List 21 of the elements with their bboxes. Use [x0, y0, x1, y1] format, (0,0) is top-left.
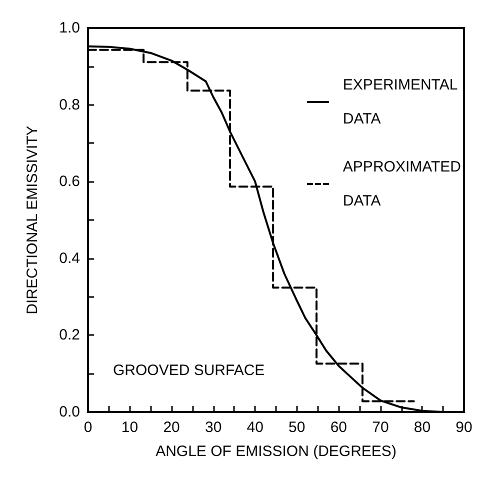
y-tick-label: 1.0	[59, 20, 80, 36]
x-tick-label: 20	[163, 419, 180, 436]
x-tick-label: 60	[330, 419, 348, 436]
x-tick-label: 80	[414, 419, 431, 436]
x-tick-label: 30	[204, 419, 222, 436]
y-tick-label: 0.8	[59, 96, 80, 114]
legend-label: APPROXIMATED DATA	[342, 158, 462, 210]
y-axis-title: DIRECTIONAL EMISSIVITY	[24, 126, 41, 314]
x-tick-label: 90	[456, 419, 472, 436]
y-tick-label: 0.4	[59, 250, 80, 267]
x-tick-label: 70	[372, 419, 389, 436]
legend-label: EXPERIMENTAL DATA	[342, 76, 458, 128]
x-tick-label: 10	[121, 419, 138, 436]
x-tick-label: 40	[246, 419, 264, 436]
y-tick-label: 0.0	[59, 404, 80, 420]
x-axis-title: ANGLE OF EMISSION (DEGREES)	[156, 443, 396, 460]
x-tick-label: 50	[288, 419, 306, 436]
x-tick-label: 0	[84, 419, 92, 436]
y-tick-label: 0.6	[59, 173, 80, 190]
y-tick-label: 0.2	[59, 326, 80, 344]
annotation: GROOVED SURFACE	[113, 362, 265, 379]
